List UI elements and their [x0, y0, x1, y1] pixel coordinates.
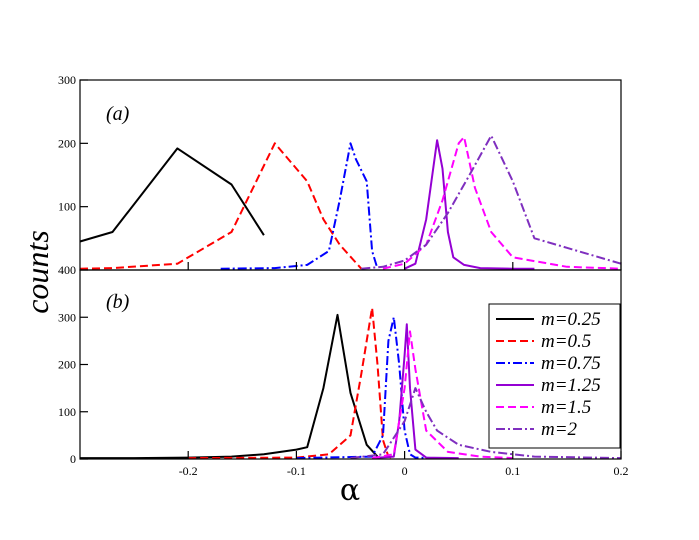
y-tick-label-b: 300: [58, 310, 76, 324]
x-tick-label: -0.1: [287, 464, 306, 478]
y-tick-label-a: 300: [58, 73, 76, 87]
legend-label-m-2: m=2: [541, 419, 578, 440]
legend: m=0.25m=0.5m=0.75m=1.25m=1.5m=2: [488, 303, 621, 449]
panel-label-a: (a): [106, 103, 130, 125]
x-tick-label: 0: [402, 464, 408, 478]
y-axis-title: counts: [19, 230, 55, 314]
series-line-a-m-0-25: [79, 147, 265, 243]
series-line-b-m-0-75: [296, 316, 438, 460]
y-tick-label-b: 0: [70, 452, 76, 466]
x-axis-title: α: [340, 473, 360, 508]
panel-label-b: (b): [106, 291, 130, 313]
series-line-a-m-1-25: [404, 139, 535, 270]
series-line-a-m-0-75: [220, 142, 379, 270]
y-tick-label-a: 400: [58, 263, 76, 277]
y-tick-label-b: 200: [58, 358, 76, 372]
y-tick-label-a: 100: [58, 200, 76, 214]
legend-label-m-0-5: m=0.5: [541, 331, 591, 352]
x-tick-label: 0.1: [505, 464, 520, 478]
series-line-a-m-0-5: [79, 142, 363, 270]
series-line-a-m-1-5: [382, 136, 622, 270]
x-tick-label: -0.2: [179, 464, 198, 478]
panel-b: 0 100 200 300 -0.2 -0.1 0 0.1 0.2: [58, 269, 629, 478]
series-line-b-m-2: [350, 387, 622, 460]
series-line-a-m-2: [361, 134, 622, 270]
y-tick-label-b: 100: [58, 405, 76, 419]
y-tick-label-a: 200: [58, 136, 76, 150]
x-tick-label: 0.2: [614, 464, 629, 478]
series-line-b-m-0-25: [80, 313, 379, 460]
series-line-b-m-0-5: [188, 306, 395, 460]
legend-label-m-0-75: m=0.75: [541, 353, 601, 374]
legend-label-m-1-25: m=1.25: [541, 375, 601, 396]
panel-a: 400 100 200 300: [58, 73, 622, 277]
series-line-b-m-1-5: [371, 330, 513, 460]
legend-label-m-1-5: m=1.5: [541, 397, 591, 418]
plot-frame-a: [79, 79, 622, 271]
legend-box: [488, 303, 621, 449]
legend-label-m-0-25: m=0.25: [541, 309, 601, 330]
